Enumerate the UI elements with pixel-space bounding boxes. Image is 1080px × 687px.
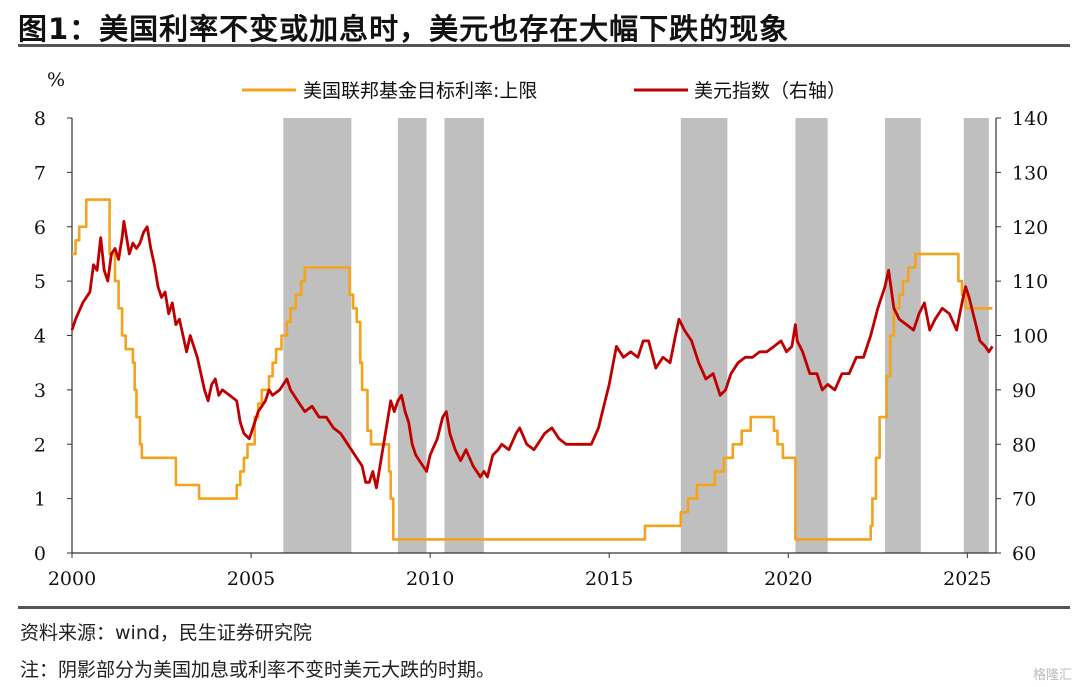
right-tick-label: 70	[1012, 489, 1036, 511]
left-tick-label: 5	[34, 271, 46, 293]
right-tick-label: 60	[1012, 543, 1036, 565]
left-tick-label: 3	[34, 380, 46, 402]
right-tick-label: 100	[1012, 326, 1048, 348]
right-tick-label: 140	[1012, 108, 1048, 130]
left-tick-label: 7	[34, 162, 46, 184]
title-rule	[18, 44, 1070, 47]
right-tick-label: 80	[1012, 434, 1036, 456]
left-tick-label: 0	[34, 543, 46, 565]
shaded-period	[963, 118, 989, 553]
footer-rule	[18, 606, 1070, 609]
source-note: 资料来源：wind，民生证券研究院	[20, 622, 312, 644]
shading-note: 注：阴影部分为美国加息或利率不变时美元大跌的时期。	[20, 659, 496, 681]
right-tick-label: 110	[1012, 271, 1048, 293]
legend-label: 美国联邦基金目标利率:上限	[303, 80, 537, 102]
watermark-text: 格隆汇	[1032, 668, 1072, 683]
shaded-period	[283, 118, 352, 553]
x-tick-label: 2020	[764, 568, 812, 590]
left-tick-label: 1	[34, 489, 46, 511]
left-tick-label: 8	[34, 108, 46, 130]
dual-axis-line-chart: 0 1 2 3 4 5 6 7 8% 60 70 80 90 100 110 120 130 140 2000 200…	[34, 69, 1048, 590]
shaded-period	[397, 118, 427, 553]
shaded-period	[795, 118, 828, 553]
left-tick-label: 6	[34, 217, 46, 239]
fed-funds-rate-line	[72, 198, 993, 541]
shaded-period	[444, 118, 484, 553]
chart-title: 图1：美国利率不变或加息时，美元也存在大幅下跌的现象	[18, 12, 790, 46]
right-tick-label: 120	[1012, 217, 1048, 239]
left-axis-unit: %	[47, 69, 65, 91]
x-tick-label: 2015	[585, 568, 633, 590]
x-tick-label: 2010	[406, 568, 454, 590]
right-tick-label: 130	[1012, 162, 1048, 184]
dollar-index-line	[70, 219, 994, 490]
left-tick-label: 2	[34, 434, 46, 456]
x-tick-label: 2000	[48, 568, 96, 590]
right-tick-label: 90	[1012, 380, 1036, 402]
left-tick-label: 4	[34, 326, 46, 348]
x-tick-label: 2005	[227, 568, 275, 590]
legend-label: 美元指数（右轴）	[694, 80, 846, 102]
x-tick-label: 2025	[943, 568, 991, 590]
